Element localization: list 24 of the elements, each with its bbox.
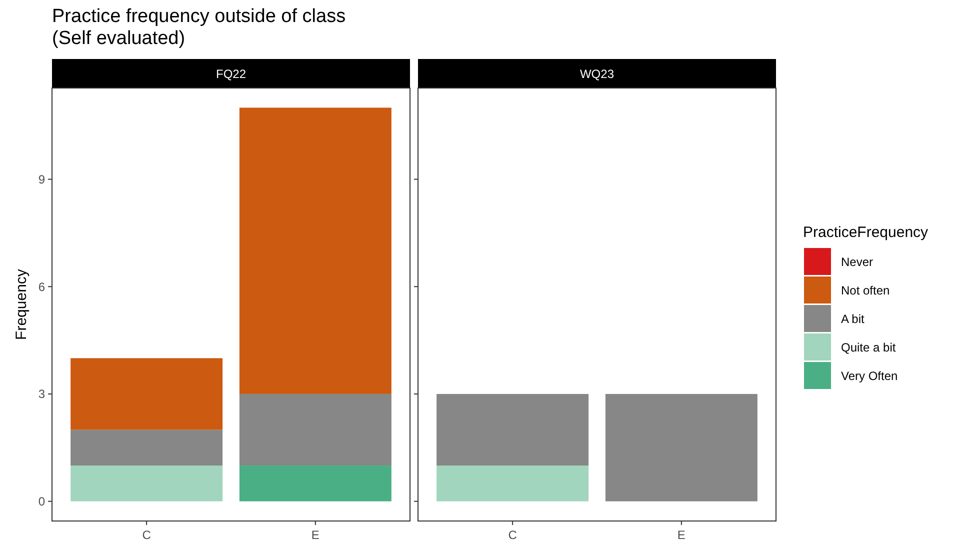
y-tick-label: 3: [38, 387, 46, 402]
bar: [70, 358, 223, 430]
bar: [239, 108, 392, 394]
x-tick-label: E: [311, 528, 320, 542]
chart-subtitle: WQ23: [580, 67, 614, 81]
bar: [239, 466, 392, 502]
legend-label: Not often: [841, 284, 890, 298]
y-tick-label: 9: [38, 172, 46, 186]
x-tick-label: E: [677, 528, 686, 542]
y-axis-title: Frequency: [13, 268, 30, 340]
y-tick-label: 0: [38, 494, 46, 509]
bar: [70, 466, 223, 502]
legend-label: Quite a bit: [841, 340, 896, 355]
chart-subtitle: FQ22: [216, 67, 246, 81]
legend-label: Very Often: [841, 369, 898, 384]
legend-label: A bit: [841, 312, 866, 326]
x-tick-label: C: [508, 528, 518, 542]
legend-title: PracticeFrequency: [803, 224, 929, 241]
bar: [239, 394, 392, 466]
legend-label: Never: [841, 255, 874, 270]
x-tick-label: C: [142, 528, 152, 542]
bar: [70, 430, 223, 466]
y-tick-label: 6: [38, 280, 46, 294]
chart-title: Practice frequency outside of class (Self evaluated): [52, 6, 346, 49]
